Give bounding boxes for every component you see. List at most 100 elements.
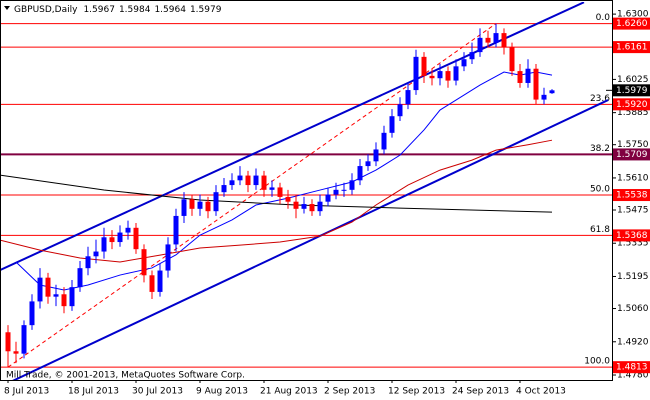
candle-body [333, 189, 339, 195]
candle-body [349, 180, 355, 190]
level-price-label: 1.6260 [616, 19, 648, 29]
current-price-label: 1.5979 [616, 86, 648, 96]
fib-label: 0.0 [596, 13, 611, 23]
candle-body [149, 275, 155, 292]
level-price-label: 1.5368 [616, 231, 648, 241]
candle-body [197, 201, 203, 209]
level-price-label: 1.5538 [616, 191, 648, 201]
candle-body [205, 201, 211, 212]
candle-body [493, 33, 499, 43]
level-price-box [613, 98, 650, 111]
candle-body [5, 332, 11, 352]
candle-body [13, 351, 19, 354]
candle-body [181, 199, 187, 216]
level-price-label: 1.6161 [616, 43, 648, 53]
candle-body [21, 325, 27, 354]
candle-body [477, 37, 483, 53]
candle-body [389, 116, 395, 133]
candle-body [501, 33, 507, 48]
candle-body [237, 175, 243, 181]
candle-body [549, 90, 555, 94]
level-price-box [613, 361, 650, 374]
indicator-line [15, 71, 553, 291]
x-tick-label: 24 Sep 2013 [452, 387, 509, 397]
candle-body [229, 180, 235, 186]
candle-body [365, 161, 371, 167]
candle-body [125, 227, 131, 233]
candle-body [277, 187, 283, 197]
candle-body [101, 237, 107, 252]
header-low: 1.5964 [154, 5, 186, 15]
level-price-box [613, 229, 650, 242]
plot-area: 0.0 23.6 38.2 50.0 61.8 100.0 [0, 2, 612, 380]
candle-body [437, 71, 443, 79]
footer: Mill Trade, © 2001-2013, MetaQuotes Soft… [6, 371, 245, 381]
x-tick-label: 2 Sep 2013 [324, 387, 375, 397]
candle-body [85, 256, 91, 269]
header-close: 1.5979 [190, 5, 222, 15]
y-tick-label: 1.5475 [617, 205, 649, 215]
candle-body [245, 175, 251, 186]
fib-label: 100.0 [584, 357, 610, 367]
candle-body [397, 104, 403, 117]
x-tick-label: 8 Jul 2013 [4, 387, 49, 397]
candle-body [213, 192, 219, 212]
current-price-box [613, 84, 650, 97]
candle-body [541, 94, 547, 100]
candle-body [317, 201, 323, 212]
level-price-label: 1.5709 [616, 150, 648, 160]
candle-body [341, 189, 347, 191]
candle-body [37, 277, 43, 302]
candle-body [53, 294, 59, 297]
candle-body [381, 132, 387, 150]
x-tick-label: 4 Oct 2013 [516, 387, 566, 397]
candle-body [133, 227, 139, 250]
y-tick-label: 1.4920 [617, 337, 649, 347]
candle-body [325, 194, 331, 202]
x-tick-label: 30 Jul 2013 [132, 387, 183, 397]
indicator-line [0, 139, 553, 263]
y-tick-label: 1.6300 [617, 10, 649, 20]
candle-body [469, 52, 475, 60]
y-tick-label: 1.5060 [617, 304, 649, 314]
candle-body [29, 301, 35, 326]
menu-icon [4, 6, 10, 10]
candle-body [109, 237, 115, 243]
fib-label: 61.8 [590, 225, 610, 235]
candle-body [253, 175, 259, 186]
chart-header: GBPUSD,Daily 1.5967 1.5984 1.5964 1.5979 [14, 5, 222, 15]
candle-body [357, 166, 363, 181]
candle-body [93, 251, 99, 257]
candle-body [453, 66, 459, 81]
y-tick-label: 1.5610 [617, 173, 649, 183]
candle-body [165, 244, 171, 271]
level-price-box [613, 148, 650, 161]
candle-body [285, 196, 291, 202]
candle-body [413, 56, 419, 91]
candle-body [221, 185, 227, 193]
y-tick-label: 1.6025 [617, 75, 649, 85]
x-tick-label: 18 Jul 2013 [68, 387, 119, 397]
level-price-label: 1.5920 [616, 100, 648, 110]
candle-body [293, 201, 299, 209]
candle-body [429, 75, 435, 79]
candle-body [309, 204, 315, 212]
x-tick-label: 21 Aug 2013 [260, 387, 318, 397]
candle-body [141, 249, 147, 276]
candle-body [301, 204, 307, 209]
fib-label: 38.2 [590, 144, 610, 154]
candle-body [373, 149, 379, 162]
candle-body [509, 47, 515, 72]
level-price-box [613, 41, 650, 54]
candle-body [189, 199, 195, 209]
candle-body [261, 175, 267, 190]
level-price-box [613, 189, 650, 202]
fib-label: 50.0 [590, 185, 610, 195]
header-high: 1.5984 [119, 5, 151, 15]
symbol: GBPUSD,Daily [14, 5, 78, 15]
candle-body [533, 68, 539, 100]
candle-body [157, 270, 163, 292]
level-price-box [613, 17, 650, 30]
